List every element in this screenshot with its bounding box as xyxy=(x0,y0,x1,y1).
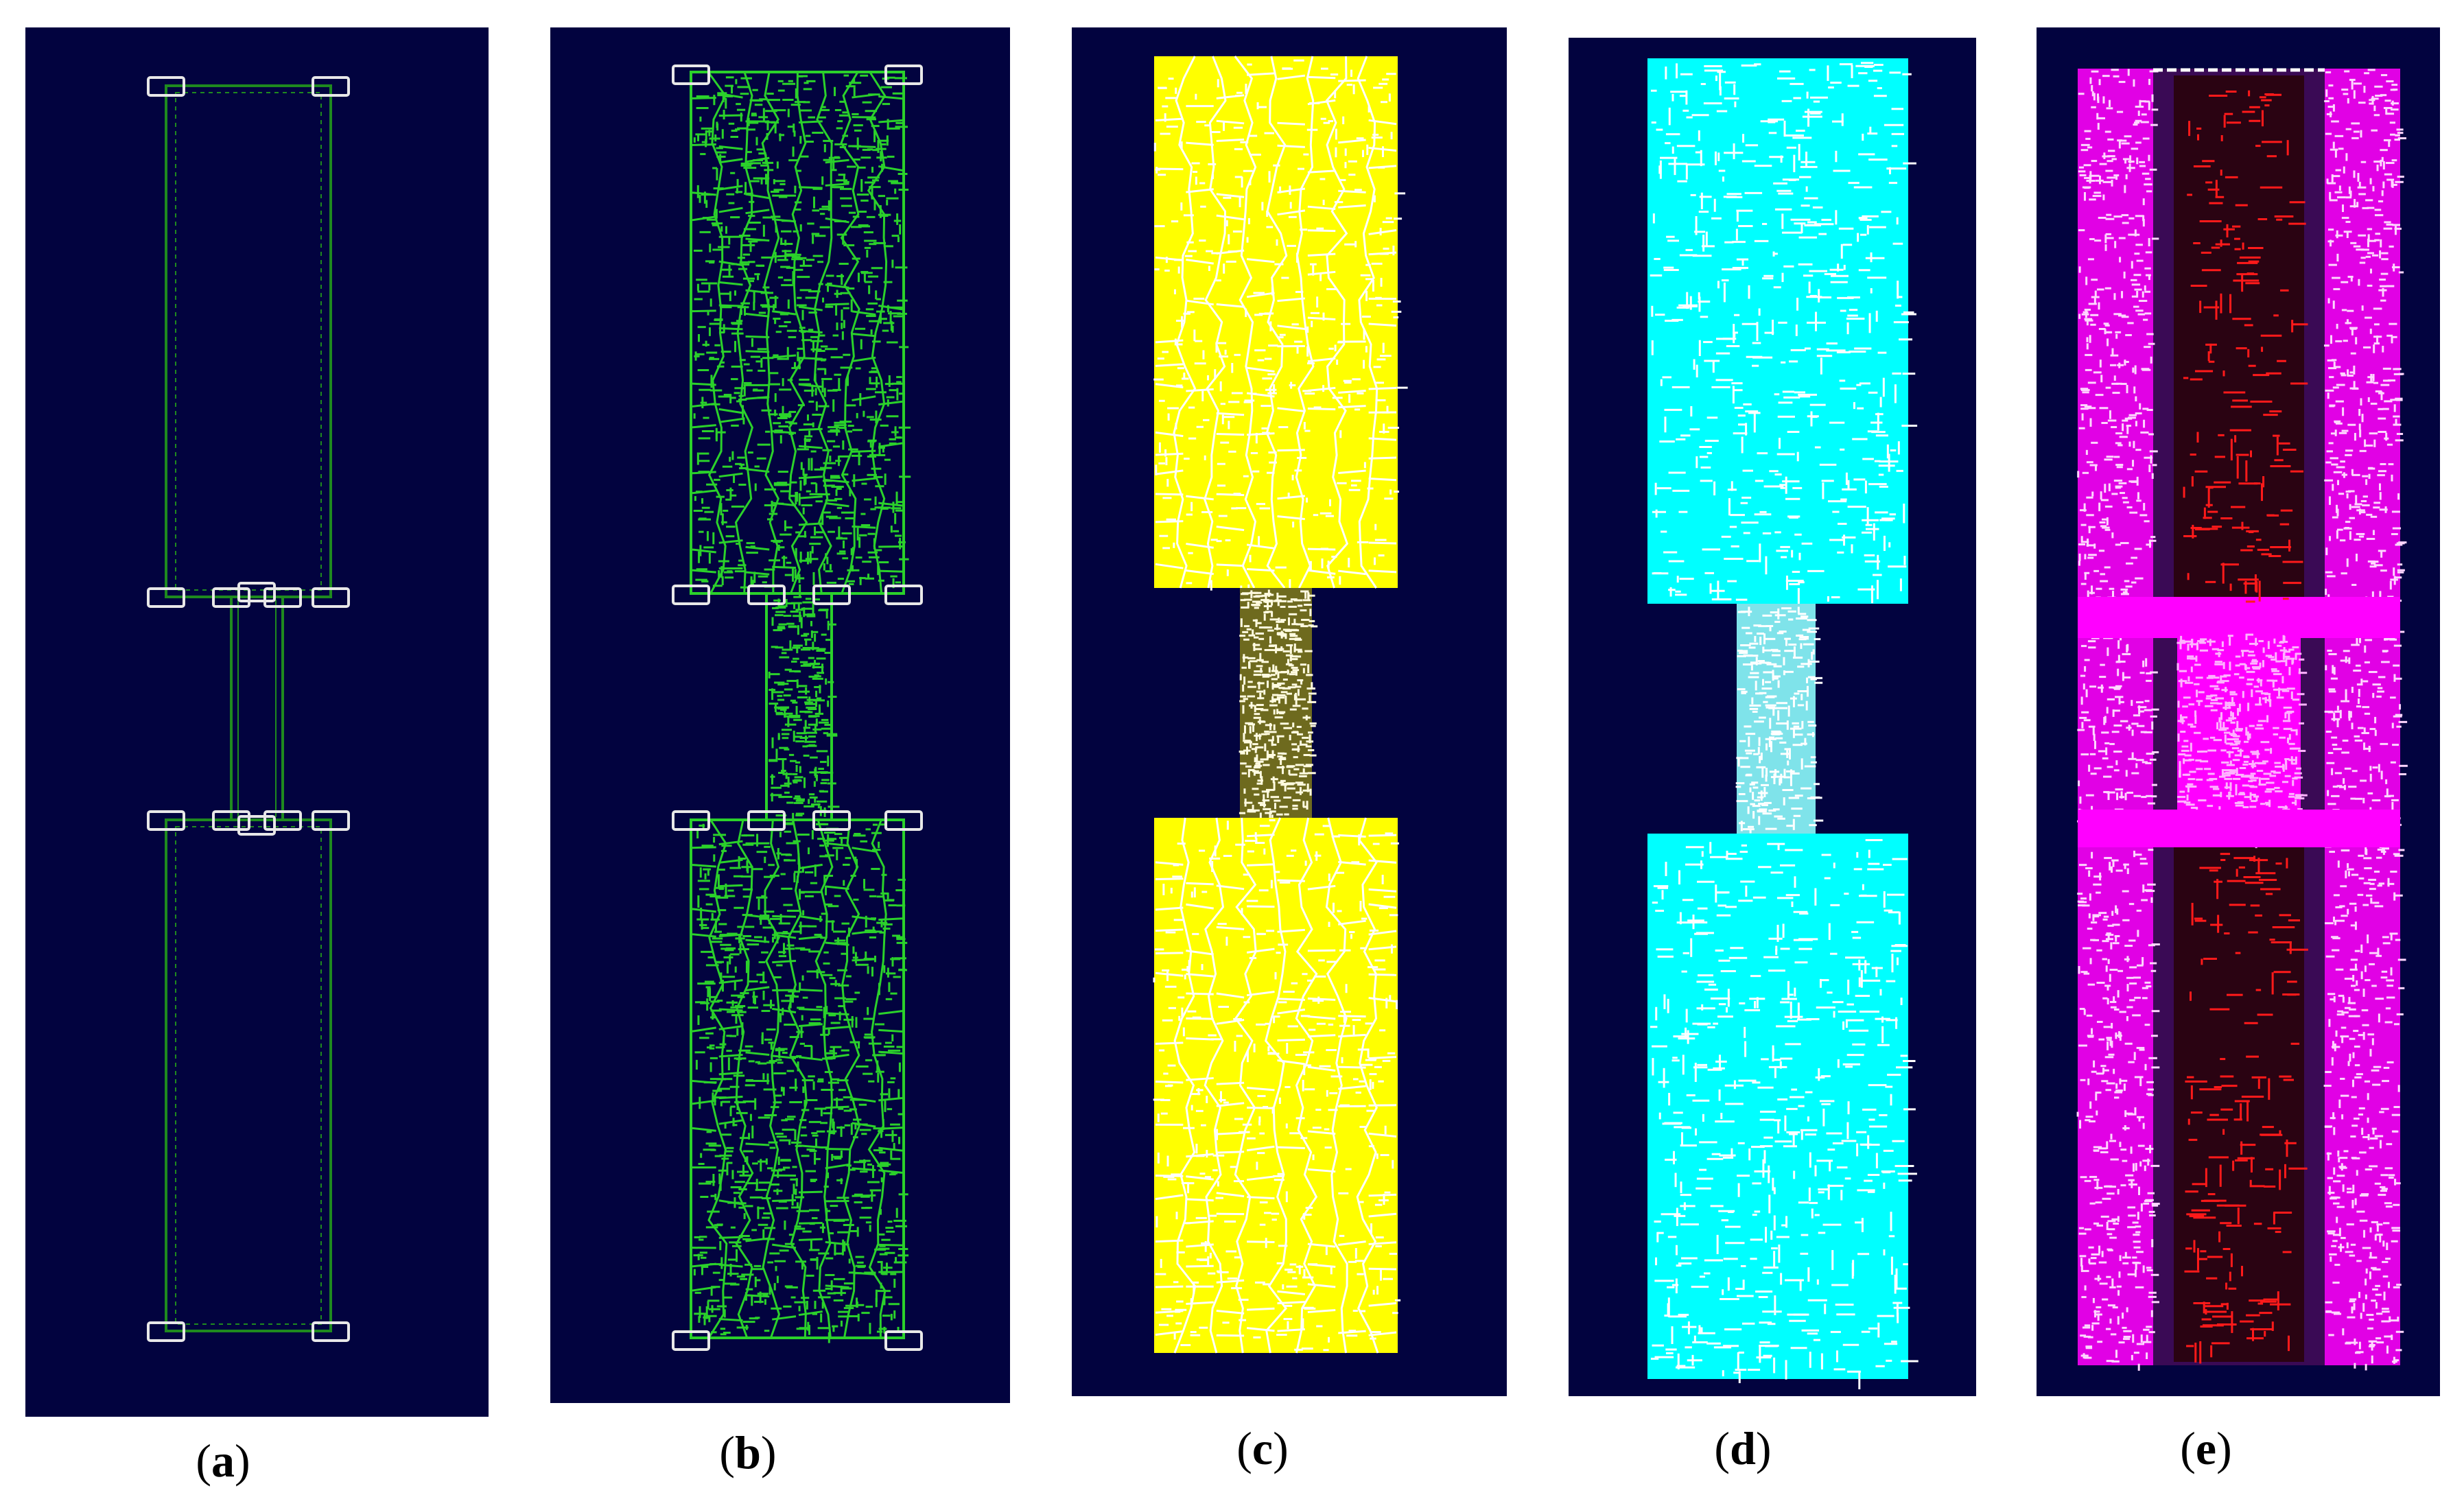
upper-block-speckles xyxy=(1650,62,1918,606)
vertex-marker xyxy=(747,585,786,605)
upper-block-inner-outline xyxy=(175,92,322,591)
lower-block-inner-outline xyxy=(175,826,322,1325)
vertex-marker xyxy=(147,1321,185,1342)
panel-b-drawing xyxy=(672,64,923,1351)
neck-speckles xyxy=(1239,589,1318,821)
panel-e xyxy=(2037,27,2440,1396)
upper-block-outline xyxy=(165,84,332,598)
vertex-marker xyxy=(812,810,851,831)
vertex-marker xyxy=(312,1321,350,1342)
panel-e-drawing xyxy=(2076,68,2408,1371)
caption-e-letter: e xyxy=(2195,1422,2217,1474)
vertex-marker xyxy=(812,585,851,605)
vertex-marker xyxy=(884,810,923,831)
caption-a-letter: a xyxy=(211,1435,235,1487)
vertex-marker xyxy=(884,585,923,605)
vertex-marker xyxy=(147,76,185,97)
upper-block xyxy=(1647,58,1908,604)
panel-b xyxy=(550,27,1010,1403)
lower-block-speckles xyxy=(1153,819,1401,1352)
lower-block xyxy=(1647,834,1908,1379)
caption-c: (c) xyxy=(1236,1422,1289,1474)
panel-c-drawing xyxy=(1153,56,1408,1354)
vertex-marker xyxy=(263,587,302,608)
vertex-marker xyxy=(747,810,786,831)
vertex-marker xyxy=(237,582,276,602)
neck-speckles xyxy=(1735,606,1824,834)
vertex-marker xyxy=(672,64,710,85)
caption-b-letter: b xyxy=(735,1426,761,1478)
caption-b: (b) xyxy=(719,1426,777,1478)
lower-block xyxy=(1154,818,1398,1353)
vertex-marker xyxy=(263,810,302,831)
lower-block-grain-boundaries xyxy=(1155,817,1397,1354)
neck-outline xyxy=(230,596,284,821)
panel-d xyxy=(1569,38,1976,1396)
lower-neck-band xyxy=(2078,810,2400,847)
vertex-marker xyxy=(212,587,250,608)
vertex-marker xyxy=(147,587,185,608)
panel-d-drawing xyxy=(1647,58,1919,1389)
upper-block-mesh-dots xyxy=(693,74,911,597)
lower-block-speckles xyxy=(1650,838,1919,1389)
upper-red-vectors xyxy=(2183,90,2308,603)
right-field-band xyxy=(2325,69,2400,1365)
caption-a: (a) xyxy=(196,1435,250,1487)
lower-block-mesh-dots xyxy=(693,822,909,1343)
left-field-band xyxy=(2078,69,2153,1365)
lower-red-vectors xyxy=(2184,853,2308,1364)
lower-block-outline xyxy=(165,818,332,1332)
vertex-marker xyxy=(884,1330,923,1351)
vertex-marker xyxy=(312,76,350,97)
vertex-marker xyxy=(147,810,185,831)
vertex-marker xyxy=(672,810,710,831)
caption-d: (d) xyxy=(1714,1422,1772,1474)
neck-mesh-dots xyxy=(768,596,840,823)
lower-core xyxy=(2174,844,2304,1362)
panel-c xyxy=(1072,27,1507,1396)
panel-a-drawing xyxy=(147,76,350,1342)
caption-d-letter: d xyxy=(1730,1422,1756,1474)
vertex-marker xyxy=(672,585,710,605)
vertex-marker xyxy=(884,64,923,85)
vertex-marker xyxy=(672,1330,710,1351)
lower-block-outline xyxy=(690,818,905,1339)
vertex-marker xyxy=(212,810,250,831)
caption-c-letter: c xyxy=(1252,1422,1274,1474)
left-band-speckles xyxy=(2076,69,2160,1371)
caption-e: (e) xyxy=(2180,1422,2232,1474)
neck-inner-outline xyxy=(237,600,277,817)
vertex-marker xyxy=(312,587,350,608)
vertex-marker xyxy=(312,810,350,831)
upper-block-speckles xyxy=(1153,59,1408,598)
upper-block-grain-boundaries xyxy=(1155,56,1397,589)
panel-a xyxy=(25,27,489,1417)
upper-block xyxy=(1154,56,1398,588)
vertex-marker xyxy=(237,815,276,836)
